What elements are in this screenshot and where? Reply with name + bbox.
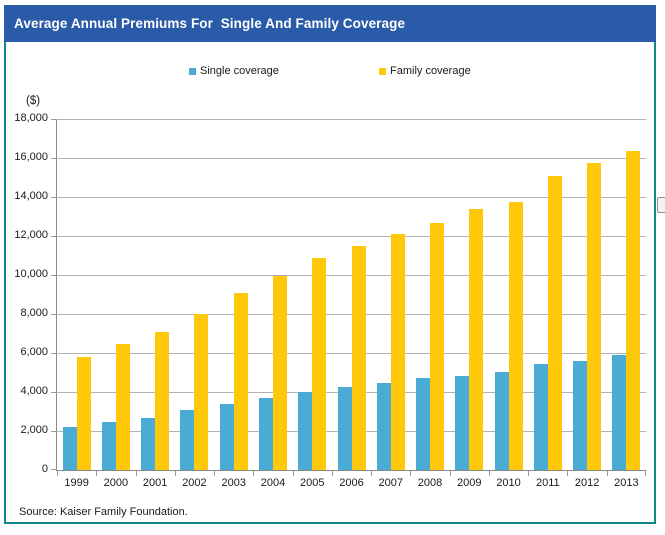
side-handle[interactable] [657,197,665,213]
gridline-18000 [57,119,646,120]
x-axis-label-2001: 2001 [142,477,168,489]
x-axis-tick-10 [449,471,451,476]
x-axis-label-2006: 2006 [339,477,364,489]
bar-single-2006 [337,387,352,470]
x-axis-tick-1 [96,471,98,476]
x-axis-tick-13 [567,471,569,476]
x-axis-tick-2 [135,471,137,476]
legend-item-family: Family coverage [379,65,471,77]
x-axis-label-2010: 2010 [496,477,521,489]
bar-family-2001 [155,332,170,470]
y-axis-tick-0 [51,469,57,470]
x-axis-tick-0 [57,471,58,476]
x-axis-tick-14 [606,471,608,476]
chart-title: Average Annual Premiums For Single And F… [14,16,406,31]
bar-family-2009 [469,209,484,470]
x-axis-tick-4 [214,471,216,476]
bar-single-2008 [416,378,431,470]
y-axis-label-18000: 18,000 [14,112,48,124]
bar-family-2003 [233,293,248,470]
bar-single-2010 [494,371,509,470]
bar-family-2004 [272,275,287,470]
x-axis-label-1999: 1999 [64,477,89,489]
x-axis-tick-12 [528,471,530,476]
legend-item-single: Single coverage [189,65,279,77]
y-axis-tick-18000 [51,119,57,120]
bar-single-2000 [101,421,116,470]
x-axis-tick-9 [410,471,412,476]
y-axis-tick-10000 [51,275,57,276]
bar-family-2007 [390,233,405,470]
bar-family-2010 [508,201,523,470]
x-axis-label-2007: 2007 [378,477,403,489]
x-axis-tick-3 [174,471,176,476]
x-axis-label-2000: 2000 [103,477,129,489]
x-axis-label-2004: 2004 [260,477,286,489]
y-axis-label-14000: 14,000 [14,190,48,202]
source-note: Source: Kaiser Family Foundation. [19,506,188,518]
bar-single-2004 [258,397,273,470]
x-axis-tick-5 [253,471,255,476]
legend-swatch-icon [379,67,386,75]
bar-single-2001 [141,417,156,470]
gridline-16000 [57,158,646,159]
y-axis-label-4000: 4,000 [20,385,48,397]
x-axis-label-2002: 2002 [182,477,207,489]
x-axis-label-2003: 2003 [221,477,246,489]
y-axis-tick-16000 [51,158,57,159]
y-axis-tick-6000 [51,353,57,354]
bar-single-2007 [376,382,391,470]
plot-area: 0 2,000 4,000 6,000 8,000 10,000 12,000 14,000 1… [14,112,646,489]
y-axis-label-16000: 16,000 [14,151,48,163]
bar-family-2002 [194,313,209,470]
bar-family-2000 [115,344,130,470]
x-axis-label-2013: 2013 [614,477,639,489]
bar-family-1999 [76,357,91,470]
x-axis-label-2011: 2011 [535,477,560,489]
x-axis-tick-15 [645,471,646,476]
y-axis-tick-2000 [51,431,57,432]
x-axis-tick-8 [371,471,373,476]
x-axis-label-2009: 2009 [457,477,482,489]
gridline-12000 [57,236,646,237]
x-axis-label-2012: 2012 [574,477,600,489]
bar-single-2011 [533,364,548,470]
bar-family-2011 [547,176,562,470]
legend-swatch-icon [189,67,196,75]
bar-family-2008 [430,222,445,470]
y-axis-unit-label: ($) [26,95,41,107]
y-axis-tick-12000 [51,236,57,237]
bar-family-2012 [587,162,602,470]
bar-single-2002 [180,409,195,470]
bar-family-2005 [312,257,327,470]
x-axis-tick-7 [331,471,333,476]
bar-family-2006 [351,246,366,470]
bar-single-2003 [219,404,234,470]
x-axis-tick-11 [488,471,490,476]
y-axis-label-12000: 12,000 [14,229,48,241]
x-axis-label-2005: 2005 [299,477,325,489]
y-axis-label-2000: 2,000 [20,424,48,436]
chart-title-bar: Average Annual Premiums For Single And F… [4,5,656,42]
y-axis-label-0: 0 [41,463,48,475]
x-axis-label-2008: 2008 [417,477,443,489]
legend-label: Family coverage [390,65,471,77]
bar-single-2009 [455,375,470,470]
x-axis-tick-6 [292,471,294,476]
bar-single-2013 [612,355,627,470]
bar-single-2005 [298,391,313,470]
y-axis-tick-4000 [51,392,57,393]
bar-family-2013 [626,151,641,470]
bar-single-2012 [573,360,588,470]
y-axis-label-8000: 8,000 [20,307,48,319]
y-axis-tick-14000 [51,197,57,198]
gridline-14000 [57,197,646,198]
y-axis-label-6000: 6,000 [20,346,48,358]
y-axis-label-10000: 10,000 [14,268,48,280]
bar-single-1999 [62,427,77,470]
y-axis-tick-8000 [51,314,57,315]
legend-label: Single coverage [200,65,279,77]
